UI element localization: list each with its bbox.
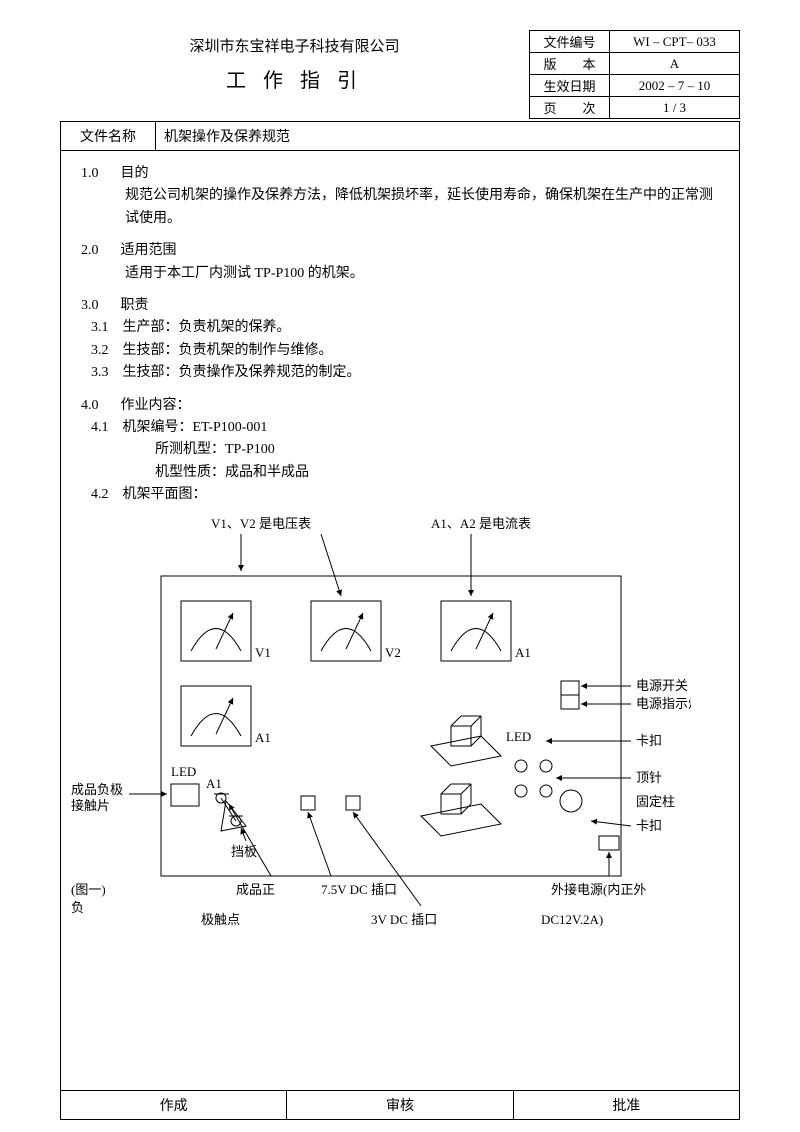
svg-text:电源开关: 电源开关 — [636, 678, 688, 693]
sec3-title: 职责 — [121, 298, 149, 313]
section-3: 3.0 职责 3.1 生产部：负责机架的保养。 3.2 生技部：负责机架的制作与… — [81, 295, 719, 385]
section-2: 2.0 适用范围 适用于本工厂内测试 TP-P100 的机架。 — [81, 240, 719, 285]
meta-table: 文件编号 WI – CPT– 033 版 本 A 生效日期 2002 – 7 –… — [529, 30, 740, 119]
svg-text:负: 负 — [71, 900, 84, 915]
version-label: 版 本 — [530, 53, 610, 75]
footer-review: 审核 — [287, 1091, 513, 1119]
date-label: 生效日期 — [530, 75, 610, 97]
svg-text:卡扣: 卡扣 — [636, 733, 662, 748]
footer-author: 作成 — [61, 1091, 287, 1119]
svg-text:成品正: 成品正 — [236, 882, 275, 897]
sec4-2: 4.2 机架平面图： — [91, 484, 719, 506]
date-value: 2002 – 7 – 10 — [610, 75, 740, 97]
svg-text:V1: V1 — [255, 645, 271, 660]
svg-text:A1、A2 是电流表: A1、A2 是电流表 — [431, 516, 531, 531]
page-value: 1 / 3 — [610, 97, 740, 119]
docno-label: 文件编号 — [530, 31, 610, 53]
section-4: 4.0 作业内容： 4.1 机架编号：ET-P100-001 所测机型：TP-P… — [81, 395, 719, 507]
svg-text:(图一): (图一) — [71, 882, 106, 897]
svg-text:3V DC 插口: 3V DC 插口 — [371, 912, 437, 927]
diagram-svg: V1、V2 是电压表 A1、A2 是电流表 V1 V2 A1 A1 电源开关电源指示灯 LED… — [71, 516, 691, 946]
svg-text:接触片: 接触片 — [71, 798, 110, 813]
svg-text:A1: A1 — [206, 776, 222, 791]
sec3-num: 3.0 — [81, 295, 117, 317]
diagram: V1、V2 是电压表 A1、A2 是电流表 V1 V2 A1 A1 电源开关电源指示灯 LED… — [71, 516, 691, 946]
docno-value: WI – CPT– 033 — [610, 31, 740, 53]
sec2-title: 适用范围 — [121, 243, 177, 258]
sec4-1c: 机型性质：成品和半成品 — [155, 462, 719, 484]
body: 1.0 目的 规范公司机架的操作及保养方法，降低机架损坏率，延长使用寿命，确保机… — [60, 151, 740, 1091]
sec1-title: 目的 — [121, 166, 149, 181]
svg-text:顶针: 顶针 — [636, 770, 662, 785]
sec3-3: 3.3 生技部：负责操作及保养规范的制定。 — [91, 362, 719, 384]
sec4-title: 作业内容： — [121, 398, 191, 413]
svg-text:A1: A1 — [515, 645, 531, 660]
sec1-num: 1.0 — [81, 163, 117, 185]
svg-text:DC12V.2A): DC12V.2A) — [541, 912, 603, 927]
svg-text:极触点: 极触点 — [201, 912, 240, 927]
svg-text:固定柱: 固定柱 — [636, 794, 675, 809]
sec1-body: 规范公司机架的操作及保养方法，降低机架损坏率，延长使用寿命，确保机架在生产中的正… — [125, 185, 719, 230]
company-name: 深圳市东宝祥电子科技有限公司 — [60, 35, 529, 56]
sec4-num: 4.0 — [81, 395, 117, 417]
header-left: 深圳市东宝祥电子科技有限公司 工 作 指 引 — [60, 30, 529, 119]
svg-text:LED: LED — [506, 729, 531, 744]
svg-text:V2: V2 — [385, 645, 401, 660]
version-value: A — [610, 53, 740, 75]
section-1: 1.0 目的 规范公司机架的操作及保养方法，降低机架损坏率，延长使用寿命，确保机… — [81, 163, 719, 230]
sec3-2: 3.2 生技部：负责机架的制作与维修。 — [91, 340, 719, 362]
svg-text:V1、V2 是电压表: V1、V2 是电压表 — [211, 516, 311, 531]
svg-text:卡扣: 卡扣 — [636, 818, 662, 833]
document-title: 工 作 指 引 — [60, 64, 529, 93]
sec2-body: 适用于本工厂内测试 TP-P100 的机架。 — [125, 263, 719, 285]
footer-approve: 批准 — [514, 1091, 739, 1119]
svg-text:LED: LED — [171, 764, 196, 779]
svg-text:7.5V DC 插口: 7.5V DC 插口 — [321, 882, 397, 897]
sec2-num: 2.0 — [81, 240, 117, 262]
page: 深圳市东宝祥电子科技有限公司 工 作 指 引 文件编号 WI – CPT– 03… — [0, 0, 800, 1132]
filename-label: 文件名称 — [61, 122, 156, 150]
sec4-1: 4.1 机架编号：ET-P100-001 — [91, 417, 719, 439]
sec4-1b: 所测机型：TP-P100 — [155, 439, 719, 461]
svg-text:电源指示灯: 电源指示灯 — [636, 696, 691, 711]
header: 深圳市东宝祥电子科技有限公司 工 作 指 引 文件编号 WI – CPT– 03… — [60, 30, 740, 119]
svg-text:成品负极: 成品负极 — [71, 782, 123, 797]
svg-text:外接电源(内正外: 外接电源(内正外 — [551, 882, 646, 897]
filename-value: 机架操作及保养规范 — [156, 122, 739, 150]
filename-row: 文件名称 机架操作及保养规范 — [60, 121, 740, 151]
page-label: 页 次 — [530, 97, 610, 119]
sec3-1: 3.1 生产部：负责机架的保养。 — [91, 317, 719, 339]
svg-text:A1: A1 — [255, 730, 271, 745]
footer: 作成 审核 批准 — [60, 1091, 740, 1120]
